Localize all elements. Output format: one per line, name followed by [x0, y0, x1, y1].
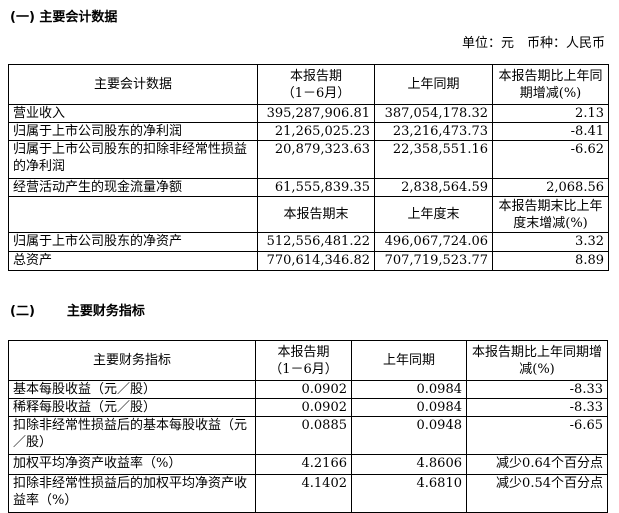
row-label: 归属于上市公司股东的净资产 [8, 232, 258, 252]
cell-value: 22,358,551.16 [374, 140, 493, 179]
section-title-text: 主要财务指标 [66, 304, 145, 319]
cell-value: 0.0885 [255, 416, 352, 455]
table-row: 归属于上市公司股东的净利润 21,265,025.23 23,216,473.7… [8, 122, 609, 141]
cell-value: 0.0948 [351, 416, 467, 455]
cell-value: 387,054,178.32 [374, 104, 493, 123]
table-row: 加权平均净资产收益率（%） 4.2166 4.8606 减少0.64个百分点 [8, 454, 608, 475]
table-row: 扣除非经常性损益后的加权平均净资产收益率（%） 4.1402 4.6810 减少… [8, 474, 608, 513]
header-cell: 主要会计数据 [8, 64, 258, 105]
cell-value: -8.41 [492, 122, 609, 141]
section-title-financial-indicators: (二) 主要财务指标 [10, 300, 145, 319]
header-cell: 本报告期 （1－6月） [255, 340, 352, 381]
table-header-row: 主要会计数据 本报告期 （1－6月） 上年同期 本报告期比上年同期增减(%) [8, 64, 609, 105]
cell-value: 减少0.64个百分点 [466, 454, 608, 475]
cell-value: 707,719,523.77 [374, 251, 493, 271]
header-cell: 本报告期比上年同期增减(%) [492, 64, 609, 105]
table-row: 总资产 770,614,346.82 707,719,523.77 8.89 [8, 251, 609, 271]
row-label: 经营活动产生的现金流量净额 [8, 178, 258, 197]
section-title-accounting-data: (一) 主要会计数据 [10, 10, 118, 25]
cell-value: 2,838,564.59 [374, 178, 493, 197]
cell-value: 0.0984 [351, 398, 467, 417]
cell-value: 20,879,323.63 [257, 140, 375, 179]
table-row: 归属于上市公司股东的净资产 512,556,481.22 496,067,724… [8, 232, 609, 252]
cell-value: 4.2166 [255, 454, 352, 475]
row-label: 总资产 [8, 251, 258, 271]
cell-value: 770,614,346.82 [257, 251, 375, 271]
row-label: 扣除非经常性损益后的加权平均净资产收益率（%） [8, 474, 256, 513]
table-row: 营业收入 395,287,906.81 387,054,178.32 2.13 [8, 104, 609, 123]
row-label: 营业收入 [8, 104, 258, 123]
cell-value: 21,265,025.23 [257, 122, 375, 141]
header-cell [8, 196, 258, 233]
row-label: 加权平均净资产收益率（%） [8, 454, 256, 475]
cell-value: -8.33 [466, 380, 608, 399]
cell-value: 减少0.54个百分点 [466, 474, 608, 513]
cell-value: 496,067,724.06 [374, 232, 493, 252]
cell-value: 8.89 [492, 251, 609, 271]
row-label: 稀释每股收益（元／股） [8, 398, 256, 417]
row-label: 归属于上市公司股东的净利润 [8, 122, 258, 141]
unit-label: 单位：元 币种：人民币 [461, 36, 605, 51]
cell-value: -8.33 [466, 398, 608, 417]
cell-value: 23,216,473.73 [374, 122, 493, 141]
cell-value: 2.13 [492, 104, 609, 123]
cell-value: 0.0902 [255, 380, 352, 399]
table-subheader-row: 本报告期末 上年度末 本报告期末比上年度末增减(%) [8, 196, 609, 233]
cell-value: 4.8606 [351, 454, 467, 475]
cell-value: 0.0902 [255, 398, 352, 417]
accounting-data-table: 主要会计数据 本报告期 （1－6月） 上年同期 本报告期比上年同期增减(%) 营… [8, 64, 609, 271]
header-cell: 主要财务指标 [8, 340, 256, 381]
table-header-row: 主要财务指标 本报告期 （1－6月） 上年同期 本报告期比上年同期增减(%) [8, 340, 608, 381]
cell-value: -6.65 [466, 416, 608, 455]
cell-value: 512,556,481.22 [257, 232, 375, 252]
header-cell: 本报告期 （1－6月） [257, 64, 375, 105]
cell-value: -6.62 [492, 140, 609, 179]
cell-value: 61,555,839.35 [257, 178, 375, 197]
cell-value: 2,068.56 [492, 178, 609, 197]
row-label: 归属于上市公司股东的扣除非经常性损益的净利润 [8, 140, 258, 179]
cell-value: 3.32 [492, 232, 609, 252]
header-cell: 本报告期比上年同期增减(%) [466, 340, 608, 381]
cell-value: 395,287,906.81 [257, 104, 375, 123]
header-cell: 上年同期 [351, 340, 467, 381]
cell-value: 0.0984 [351, 380, 467, 399]
row-label: 基本每股收益（元／股） [8, 380, 256, 399]
financial-indicators-table: 主要财务指标 本报告期 （1－6月） 上年同期 本报告期比上年同期增减(%) 基… [8, 340, 608, 513]
table-row: 归属于上市公司股东的扣除非经常性损益的净利润 20,879,323.63 22,… [8, 140, 609, 179]
header-cell: 上年度末 [374, 196, 493, 233]
header-cell: 上年同期 [374, 64, 493, 105]
section-number: (二) [10, 304, 35, 319]
table-row: 基本每股收益（元／股） 0.0902 0.0984 -8.33 [8, 380, 608, 399]
cell-value: 4.1402 [255, 474, 352, 513]
header-cell: 本报告期末 [257, 196, 375, 233]
header-cell: 本报告期末比上年度末增减(%) [492, 196, 609, 233]
row-label: 扣除非经常性损益后的基本每股收益（元／股） [8, 416, 256, 455]
table-row: 扣除非经常性损益后的基本每股收益（元／股） 0.0885 0.0948 -6.6… [8, 416, 608, 455]
cell-value: 4.6810 [351, 474, 467, 513]
table-row: 稀释每股收益（元／股） 0.0902 0.0984 -8.33 [8, 398, 608, 417]
table-row: 经营活动产生的现金流量净额 61,555,839.35 2,838,564.59… [8, 178, 609, 197]
